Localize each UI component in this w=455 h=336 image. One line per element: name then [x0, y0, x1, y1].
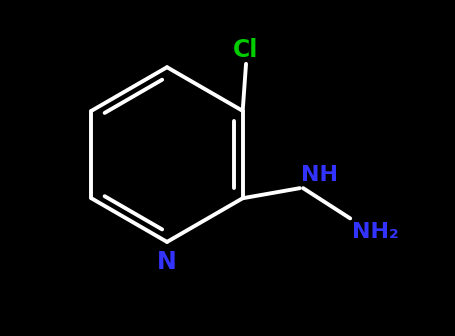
Text: N: N: [157, 250, 177, 274]
Text: NH₂: NH₂: [352, 222, 399, 242]
Text: NH: NH: [302, 165, 339, 185]
Text: Cl: Cl: [233, 38, 259, 62]
